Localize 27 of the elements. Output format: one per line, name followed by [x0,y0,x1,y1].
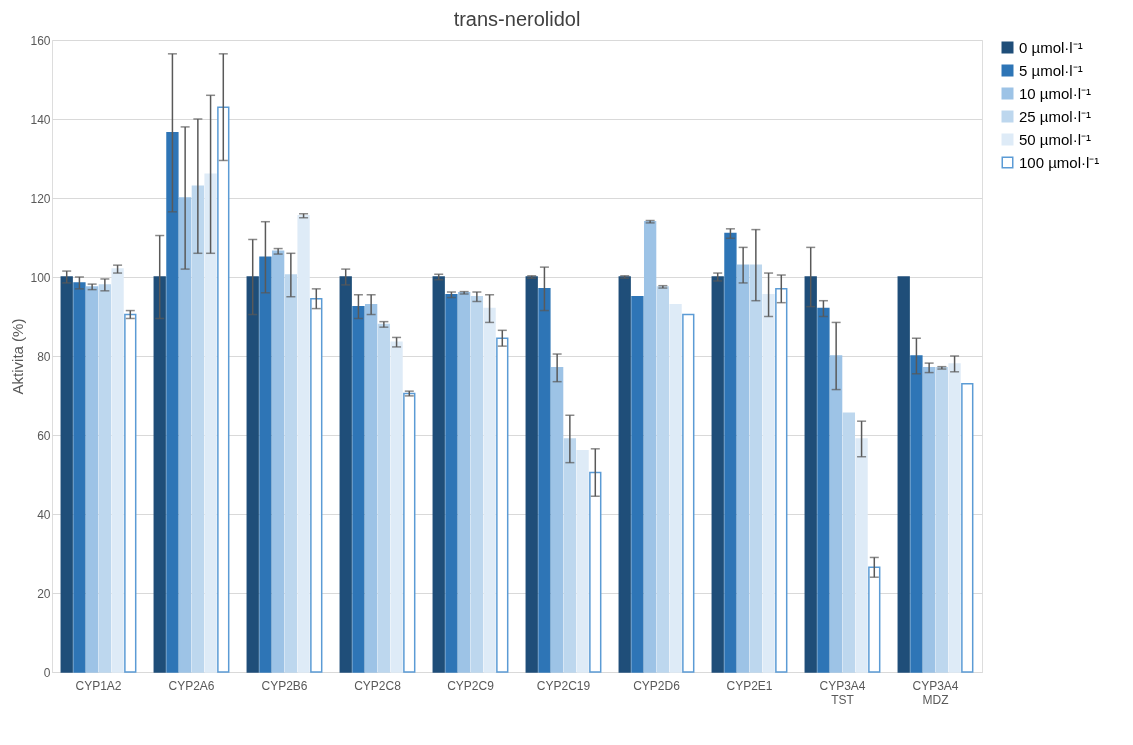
y-axis-title: Aktivita (%) [9,318,27,395]
y-tick-label: 0 [43,665,51,680]
y-tick-label: 60 [37,428,51,443]
x-tick-label: CYP2A6 [168,678,215,693]
y-tick-label: 80 [37,349,51,364]
y-tick-label: 40 [37,507,51,522]
legend-label: 0 µmol·l⁻¹ [1019,38,1083,56]
x-tick-label: CYP3A4 MDZ [912,678,959,707]
y-tick-label: 20 [37,586,51,601]
x-tick-label: CYP2C19 [536,678,591,693]
legend-label: 25 µmol·l⁻¹ [1019,107,1091,125]
legend-label: 50 µmol·l⁻¹ [1019,130,1091,148]
y-tick-label: 140 [30,112,51,127]
x-tick-label: CYP2C9 [447,678,495,693]
x-tick-label: CYP2E1 [726,678,773,693]
x-tick-label: CYP3A4 TST [819,678,866,707]
y-tick-label: 160 [30,33,51,48]
y-tick-label: 100 [30,270,51,285]
legend-label: 10 µmol·l⁻¹ [1019,84,1091,102]
legend-label: 5 µmol·l⁻¹ [1019,61,1083,79]
legend-label: 100 µmol·l⁻¹ [1019,153,1100,171]
x-tick-label: CYP1A2 [75,678,122,693]
x-tick-label: CYP2B6 [261,678,308,693]
y-tick-label: 120 [30,191,51,206]
x-tick-label: CYP2D6 [633,678,681,693]
chart-title: trans-nerolidol [453,8,581,30]
x-tick-label: CYP2C8 [354,678,402,693]
